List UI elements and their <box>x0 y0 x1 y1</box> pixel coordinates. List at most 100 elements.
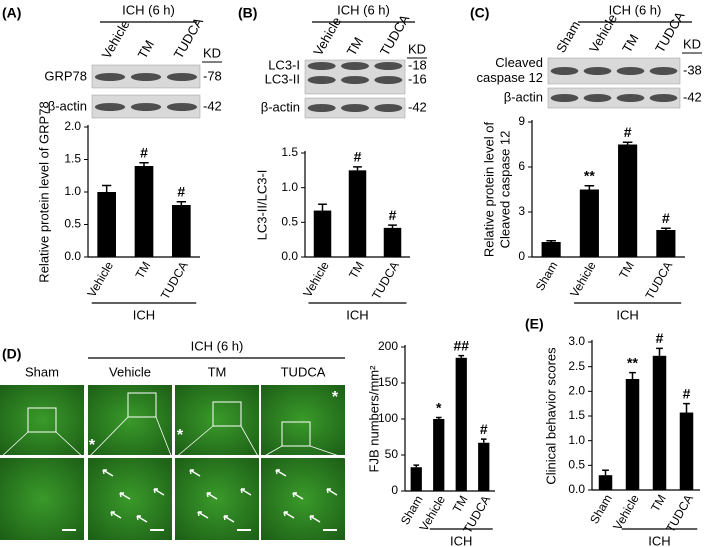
bar <box>598 475 613 490</box>
zoom-lines <box>0 431 85 459</box>
blot-row-label: caspase 12 <box>477 70 544 85</box>
group-label: ICH <box>346 307 368 322</box>
x-tick-label: Vehicle <box>85 259 117 300</box>
error-bar <box>353 166 362 171</box>
y-tick-label: 2.0 <box>568 384 585 398</box>
y-tick-label: 1.5 <box>64 152 81 166</box>
arrow <box>110 511 122 519</box>
error-bar <box>622 141 633 145</box>
zoom-box <box>212 401 242 427</box>
error-bar <box>139 162 149 166</box>
y-axis-label: FJB numbers/mm² <box>366 365 381 473</box>
significance-mark: # <box>624 124 632 140</box>
bar <box>618 144 638 257</box>
significance-mark: # <box>656 330 664 346</box>
y-tick-label: 2.0 <box>64 119 81 133</box>
y-axis-label: Cleaved caspase 12 <box>497 131 512 249</box>
bar <box>348 170 367 257</box>
kd-label: -18 <box>408 57 427 72</box>
blot-band <box>616 94 645 102</box>
lane-label: TM <box>344 34 366 58</box>
y-axis-label: Relative protein level of GRP78 <box>36 101 51 282</box>
arrow <box>223 515 235 523</box>
bar <box>541 242 561 257</box>
arrow <box>102 469 114 477</box>
y-tick-label: 0.5 <box>281 215 298 229</box>
blot-band <box>583 67 612 75</box>
blot-band <box>307 104 336 112</box>
image-header: ICH (6 h) <box>191 338 244 353</box>
error-bar <box>656 347 663 356</box>
error-bar <box>661 227 671 230</box>
error-bar <box>546 240 556 242</box>
blot-band <box>307 62 336 70</box>
blot-row-label: LC3-I <box>268 57 300 72</box>
kd-label: -78 <box>203 68 222 83</box>
arrow <box>136 515 148 523</box>
x-tick-label: TUDCA <box>158 259 191 302</box>
y-tick-label: 1.5 <box>568 408 585 422</box>
bar <box>134 166 154 257</box>
bar <box>97 192 116 257</box>
kd-label: -38 <box>683 62 702 77</box>
image-marker: * <box>177 427 184 444</box>
x-tick-label: TUDCA <box>642 259 675 302</box>
error-bar <box>584 185 595 190</box>
micrograph <box>261 385 345 455</box>
significance-mark: ** <box>584 167 595 183</box>
error-bar <box>629 371 636 379</box>
arrow <box>189 469 201 477</box>
group-label: ICH <box>648 533 670 547</box>
error-bar <box>435 416 442 419</box>
blot-band <box>374 62 403 70</box>
x-tick-label: Sham <box>587 492 615 526</box>
error-bar <box>458 354 465 358</box>
kd-title: KD <box>683 36 701 51</box>
y-tick-label: 50 <box>385 447 399 461</box>
blot-band <box>94 103 126 111</box>
blot-band <box>550 67 579 75</box>
y-axis-label: Relative protein level of <box>481 122 496 258</box>
y-tick-label: 150 <box>378 375 398 389</box>
error-bar <box>176 201 186 205</box>
y-tick-label: 1.5 <box>281 145 298 159</box>
blot-row-label: β-actin <box>261 99 300 114</box>
bar <box>652 355 667 490</box>
blot-band <box>130 73 162 81</box>
blot-band <box>307 76 336 84</box>
image-marker: * <box>89 437 96 454</box>
image-marker: * <box>332 389 339 406</box>
group-label: ICH <box>133 307 155 322</box>
significance-mark: ** <box>627 354 638 370</box>
x-tick-label: TUDCA <box>369 259 402 302</box>
significance-mark: # <box>354 149 362 165</box>
y-tick-label: 0.5 <box>64 217 81 231</box>
lane-label: Sham <box>553 18 583 55</box>
panel-label: (A) <box>2 5 21 21</box>
y-tick-label: 1.0 <box>64 184 81 198</box>
blot-band <box>341 76 369 84</box>
error-bar <box>683 402 690 413</box>
column-label: Sham <box>25 364 59 379</box>
x-tick-label: Vehicle <box>567 259 599 300</box>
panel-label: (D) <box>2 346 21 362</box>
zoom-box <box>281 421 311 447</box>
error-bar <box>602 469 609 476</box>
zoom-box <box>27 407 57 433</box>
blot-row-label: Cleaved <box>495 55 543 70</box>
group-label: ICH <box>616 307 638 322</box>
y-axis-label: Clinical behavior scores <box>543 347 558 485</box>
arrow <box>275 469 287 477</box>
blot-row-label: β-actin <box>504 89 543 104</box>
arrow <box>206 492 218 500</box>
y-axis-label: LC3-II/LC3-I <box>254 170 269 241</box>
blot-band <box>374 76 403 84</box>
x-tick-label: TM <box>450 493 471 515</box>
blot-row-label: LC3-II <box>265 71 300 86</box>
lane-label: Vehicle <box>586 11 620 55</box>
lane-label: Vehicle <box>310 14 344 58</box>
bar <box>172 205 191 257</box>
panel-label: (C) <box>470 5 489 21</box>
blot-header: ICH (6 h) <box>337 2 390 17</box>
y-tick-label: 200 <box>378 339 398 353</box>
